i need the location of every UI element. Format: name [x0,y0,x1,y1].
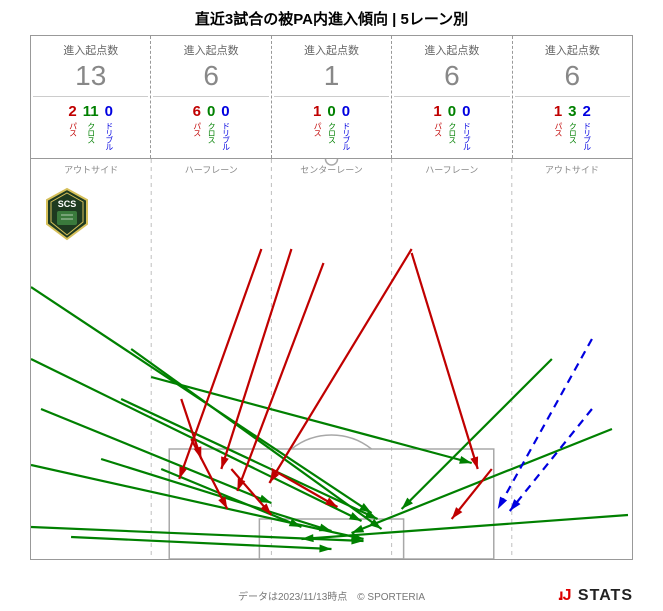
cross-count: 0 [448,103,456,120]
cross-label: クロス [328,122,336,143]
cross-count: 0 [327,103,335,120]
lane-stat: 進入起点数 6 1 パス 0 クロス 0 ドリブル [392,36,512,158]
jstats-logo: .ıJ STATS [558,587,633,605]
lane-total: 6 [394,60,509,97]
team-badge: SCS [43,187,91,241]
lane-breakdown: 1 パス 0 クロス 0 ドリブル [394,103,509,150]
pass-label: パス [554,122,562,136]
dribble-count: 0 [342,103,350,120]
cross-count: 11 [83,103,99,120]
lane-total: 6 [153,60,268,97]
lane-stat: 進入起点数 13 2 パス 11 クロス 0 ドリブル [31,36,151,158]
lane-stats-row: 進入起点数132パス11クロス0ドリブル進入起点数66パス0クロス0ドリブル進入… [30,35,633,158]
lane-breakdown: 6 パス 0 クロス 0 ドリブル [153,103,268,150]
cross-label: クロス [207,122,215,143]
lane-total: 13 [33,60,148,97]
dribble-count: 2 [583,103,591,120]
dribble-count: 0 [105,103,113,120]
dribble-label: ドリブル [583,122,591,150]
pass-label: パス [434,122,442,136]
badge-text: SCS [58,199,77,209]
lane-stat: 進入起点数 1 1 パス 0 クロス 0 ドリブル [272,36,392,158]
lane-metric-label: 進入起点数 [274,42,389,58]
brand-j: J [563,587,573,604]
cross-label: クロス [87,122,95,143]
lane-total: 6 [515,60,630,97]
cross-count: 0 [207,103,215,120]
lane-stat: 進入起点数 6 1 パス 3 クロス 2 ドリブル [513,36,632,158]
lane-breakdown: 2 パス 11 クロス 0 ドリブル [33,103,148,150]
lane-metric-label: 進入起点数 [394,42,509,58]
pass-count: 1 [433,103,441,120]
pitch-svg [31,159,632,559]
cross-label: クロス [568,122,576,143]
pass-count: 6 [193,103,201,120]
root: 直近3試合の被PA内進入傾向 | 5レーン別 進入起点数132パス11クロス0ド… [0,0,663,611]
dribble-label: ドリブル [462,122,470,150]
pass-label: パス [313,122,321,136]
pitch-area: アウトサイドハーフレーンセンターレーンハーフレーンアウトサイド SCS [30,158,633,560]
dribble-label: ドリブル [221,122,229,150]
brand-dots: .ı [558,587,561,604]
lane-total: 1 [274,60,389,97]
chart-title: 直近3試合の被PA内進入傾向 | 5レーン別 [0,0,663,35]
cross-count: 3 [568,103,576,120]
dribble-count: 0 [462,103,470,120]
lane-stat: 進入起点数 6 6 パス 0 クロス 0 ドリブル [151,36,271,158]
dribble-count: 0 [221,103,229,120]
pass-count: 2 [68,103,76,120]
brand-rest: STATS [572,587,633,604]
lane-metric-label: 進入起点数 [153,42,268,58]
dribble-label: ドリブル [342,122,350,150]
pass-count: 1 [554,103,562,120]
cross-label: クロス [448,122,456,143]
lane-metric-label: 進入起点数 [515,42,630,58]
pass-label: パス [193,122,201,136]
pass-count: 1 [313,103,321,120]
dribble-label: ドリブル [105,122,113,150]
lane-metric-label: 進入起点数 [33,42,148,58]
lane-breakdown: 1 パス 0 クロス 0 ドリブル [274,103,389,150]
lane-breakdown: 1 パス 3 クロス 2 ドリブル [515,103,630,150]
pass-label: パス [69,122,77,136]
